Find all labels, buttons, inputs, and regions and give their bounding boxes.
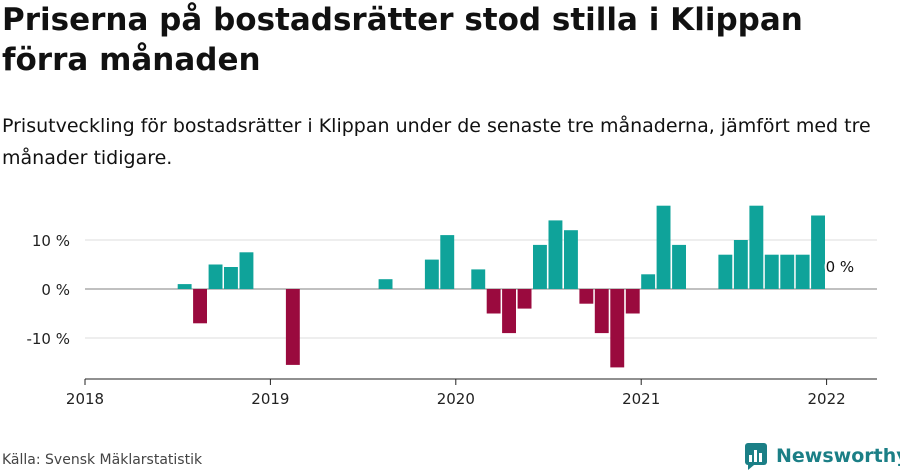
y-tick-label: 0 % xyxy=(41,281,70,299)
bar xyxy=(795,254,810,289)
bar xyxy=(656,205,671,289)
bar xyxy=(378,279,393,289)
last-value-label: 0 % xyxy=(826,258,855,276)
source-note: Källa: Svensk Mäklarstatistik xyxy=(2,452,203,468)
bar xyxy=(502,289,516,334)
chart-title: Priserna på bostadsrätter stod stilla i … xyxy=(2,2,803,78)
brand-name: Newsworthy xyxy=(776,445,900,467)
bar xyxy=(625,289,640,314)
annotations: 0 % xyxy=(824,256,857,278)
bar xyxy=(811,215,825,289)
bar xyxy=(224,267,238,289)
bar xyxy=(764,254,779,289)
bar xyxy=(208,264,223,289)
bar xyxy=(718,254,733,289)
x-tick-label: 2019 xyxy=(251,390,289,408)
bar xyxy=(610,289,625,368)
bar xyxy=(594,289,609,334)
bar xyxy=(733,240,748,289)
bar xyxy=(486,289,501,314)
x-axis: 2018 2019 2020 2021 2022 xyxy=(66,378,877,408)
bar xyxy=(440,235,455,289)
bar xyxy=(517,289,532,309)
bar xyxy=(548,220,563,289)
x-tick-label: 2018 xyxy=(66,390,104,408)
bar xyxy=(749,205,764,289)
bar-chart: 10 % 0 % -10 % 2018 2019 2020 2021 2022 0 % xyxy=(26,205,877,408)
y-tick-label: -10 % xyxy=(26,330,70,348)
bar xyxy=(780,254,795,289)
bar xyxy=(424,259,439,289)
bar xyxy=(193,289,207,324)
bar xyxy=(239,252,254,290)
bar xyxy=(177,284,192,289)
newsworthy-logo[interactable]: Newsworthy xyxy=(744,442,900,470)
bar xyxy=(285,289,300,365)
x-tick-label: 2020 xyxy=(437,390,475,408)
chart-subtitle: Prisutveckling för bostadsrätter i Klipp… xyxy=(2,115,871,169)
bars xyxy=(177,205,825,368)
x-tick-label: 2022 xyxy=(808,390,846,408)
y-tick-label: 10 % xyxy=(32,232,70,250)
bar xyxy=(672,244,686,289)
x-tick-label: 2021 xyxy=(622,390,660,408)
y-axis: 10 % 0 % -10 % xyxy=(26,232,70,348)
bar xyxy=(564,230,578,289)
bar xyxy=(533,244,547,289)
bar xyxy=(471,269,486,289)
bar xyxy=(641,274,656,289)
bar xyxy=(579,289,594,304)
newsworthy-icon xyxy=(745,443,767,470)
